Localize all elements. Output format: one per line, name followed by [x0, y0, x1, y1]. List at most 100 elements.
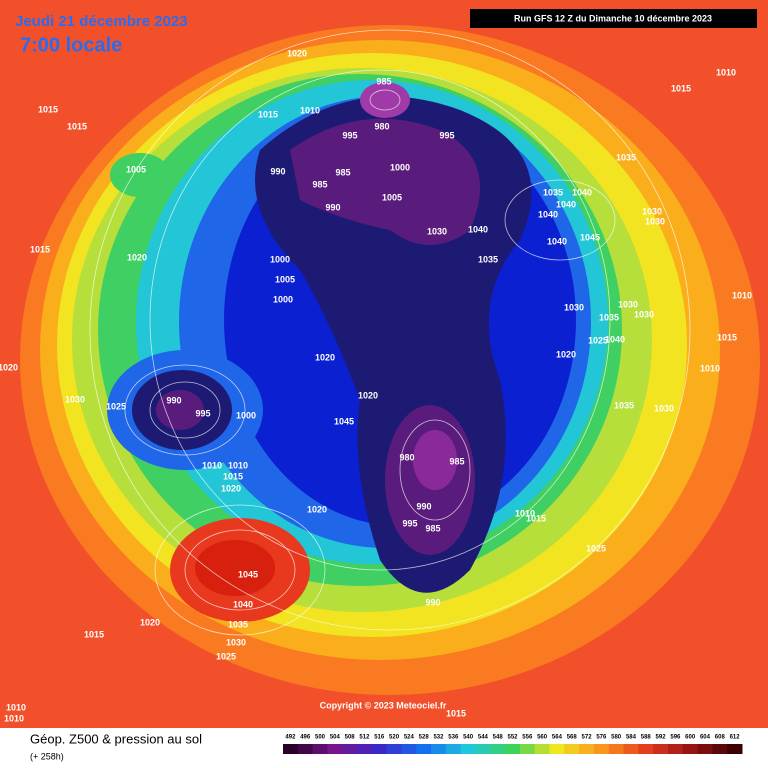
low-core: [290, 118, 480, 245]
scale-swatch: [667, 744, 684, 754]
pressure-label: 1015: [526, 513, 546, 523]
valid-time: 7:00 locale: [20, 34, 122, 56]
isobar: [154, 504, 326, 636]
pressure-label: 985: [376, 76, 391, 86]
pressure-label: 1015: [258, 109, 278, 119]
pressure-label: 995: [195, 408, 210, 418]
pressure-label: 990: [325, 202, 340, 212]
scale-label: 568: [567, 735, 578, 741]
scale-swatch: [697, 744, 713, 754]
scale-swatch: [519, 744, 536, 754]
footer-title: Géop. Z500 & pression au sol: [30, 731, 202, 746]
pressure-label: 1035: [599, 312, 619, 322]
pressure-label: 1010: [700, 363, 720, 373]
scale-swatch: [386, 744, 402, 754]
scale-label: 572: [582, 735, 593, 741]
pressure-label: 1005: [275, 274, 295, 284]
low-core: [413, 430, 457, 490]
pressure-label: 1030: [642, 206, 662, 216]
scale-swatch: [401, 744, 417, 754]
pressure-label: 1025: [106, 401, 126, 411]
scale-swatch: [475, 744, 491, 754]
pressure-label: 1000: [390, 162, 410, 172]
pressure-label: 1015: [717, 332, 737, 342]
scale-label: 600: [685, 735, 696, 741]
pressure-label: 1030: [427, 226, 447, 236]
footer-lead: (+ 258h): [30, 751, 64, 761]
pressure-label: 1010: [4, 713, 24, 723]
pressure-label: 1020: [287, 48, 307, 58]
scale-swatch: [297, 744, 314, 754]
scale-swatch: [445, 744, 462, 754]
isobar: [124, 364, 246, 456]
scale-swatch: [431, 744, 447, 754]
scale-swatch: [416, 744, 432, 754]
pressure-label: 1015: [446, 708, 466, 718]
isobar: [89, 29, 691, 631]
pressure-label: 1040: [547, 236, 567, 246]
pressure-label: 1030: [564, 302, 584, 312]
pressure-label: 1040: [468, 224, 488, 234]
pressure-label: 995: [439, 130, 454, 140]
pressure-label: 990: [166, 395, 181, 405]
scale-label: 552: [507, 735, 518, 741]
pressure-label: 1015: [67, 121, 87, 131]
pressure-label: 1010: [515, 508, 535, 518]
scale-label: 612: [730, 735, 741, 741]
pressure-label: 1045: [334, 416, 354, 426]
scale-swatch: [727, 744, 743, 754]
pressure-label: 1010: [228, 460, 248, 470]
pressure-label: 1045: [238, 569, 258, 579]
pressure-label: 1010: [202, 460, 222, 470]
pressure-label: 1030: [618, 299, 638, 309]
pressure-label: 1035: [614, 400, 634, 410]
scale-label: 576: [596, 735, 607, 741]
scale-label: 548: [493, 735, 504, 741]
scale-swatch: [357, 744, 373, 754]
isobars: [89, 29, 691, 636]
isobar: [149, 381, 221, 439]
pressure-label: 1015: [223, 471, 243, 481]
scale-swatch: [534, 744, 551, 754]
scale-swatch: [593, 744, 610, 754]
pressure-label: 1010: [300, 105, 320, 115]
pressure-label: 1015: [84, 629, 104, 639]
pressure-label: 1025: [588, 335, 608, 345]
pressure-label: 1010: [732, 290, 752, 300]
scale-label: 556: [522, 735, 533, 741]
low-core: [360, 82, 410, 118]
pressure-label: 990: [270, 166, 285, 176]
scale-label: 516: [374, 735, 385, 741]
scale-label: 596: [670, 735, 681, 741]
pressure-label: 1015: [38, 104, 58, 114]
scale-swatch: [579, 744, 595, 754]
scale-label: 492: [285, 735, 296, 741]
scale-label: 524: [404, 735, 415, 741]
pressure-label: 990: [425, 597, 440, 607]
scale-swatch: [490, 744, 506, 754]
pressure-label: 985: [312, 179, 327, 189]
pressure-label: 985: [425, 523, 440, 533]
pressure-label: 1020: [315, 352, 335, 362]
scale-swatch: [505, 744, 521, 754]
scale-label: 528: [419, 735, 430, 741]
field-band: [110, 153, 170, 197]
scale-label: 500: [315, 735, 326, 741]
run-info: Run GFS 12 Z du Dimanche 10 décembre 202…: [514, 13, 712, 23]
scale-swatch: [460, 744, 476, 754]
scale-swatch: [653, 744, 669, 754]
pressure-label: 1000: [270, 254, 290, 264]
scale-label: 584: [626, 735, 637, 741]
scale-label: 544: [478, 735, 489, 741]
pressure-label: 1030: [645, 216, 665, 226]
scale-swatch: [549, 744, 565, 754]
geopotential-field: [0, 0, 768, 728]
scale-label: 580: [611, 735, 622, 741]
pressure-label: 1040: [556, 199, 576, 209]
pressure-label: 1020: [140, 617, 160, 627]
pressure-label: 1030: [654, 403, 674, 413]
low-core: [156, 390, 204, 430]
pressure-label: 985: [335, 167, 350, 177]
scale-label: 508: [345, 735, 356, 741]
copyright: Copyright © 2023 Meteociel.fr: [320, 700, 447, 710]
